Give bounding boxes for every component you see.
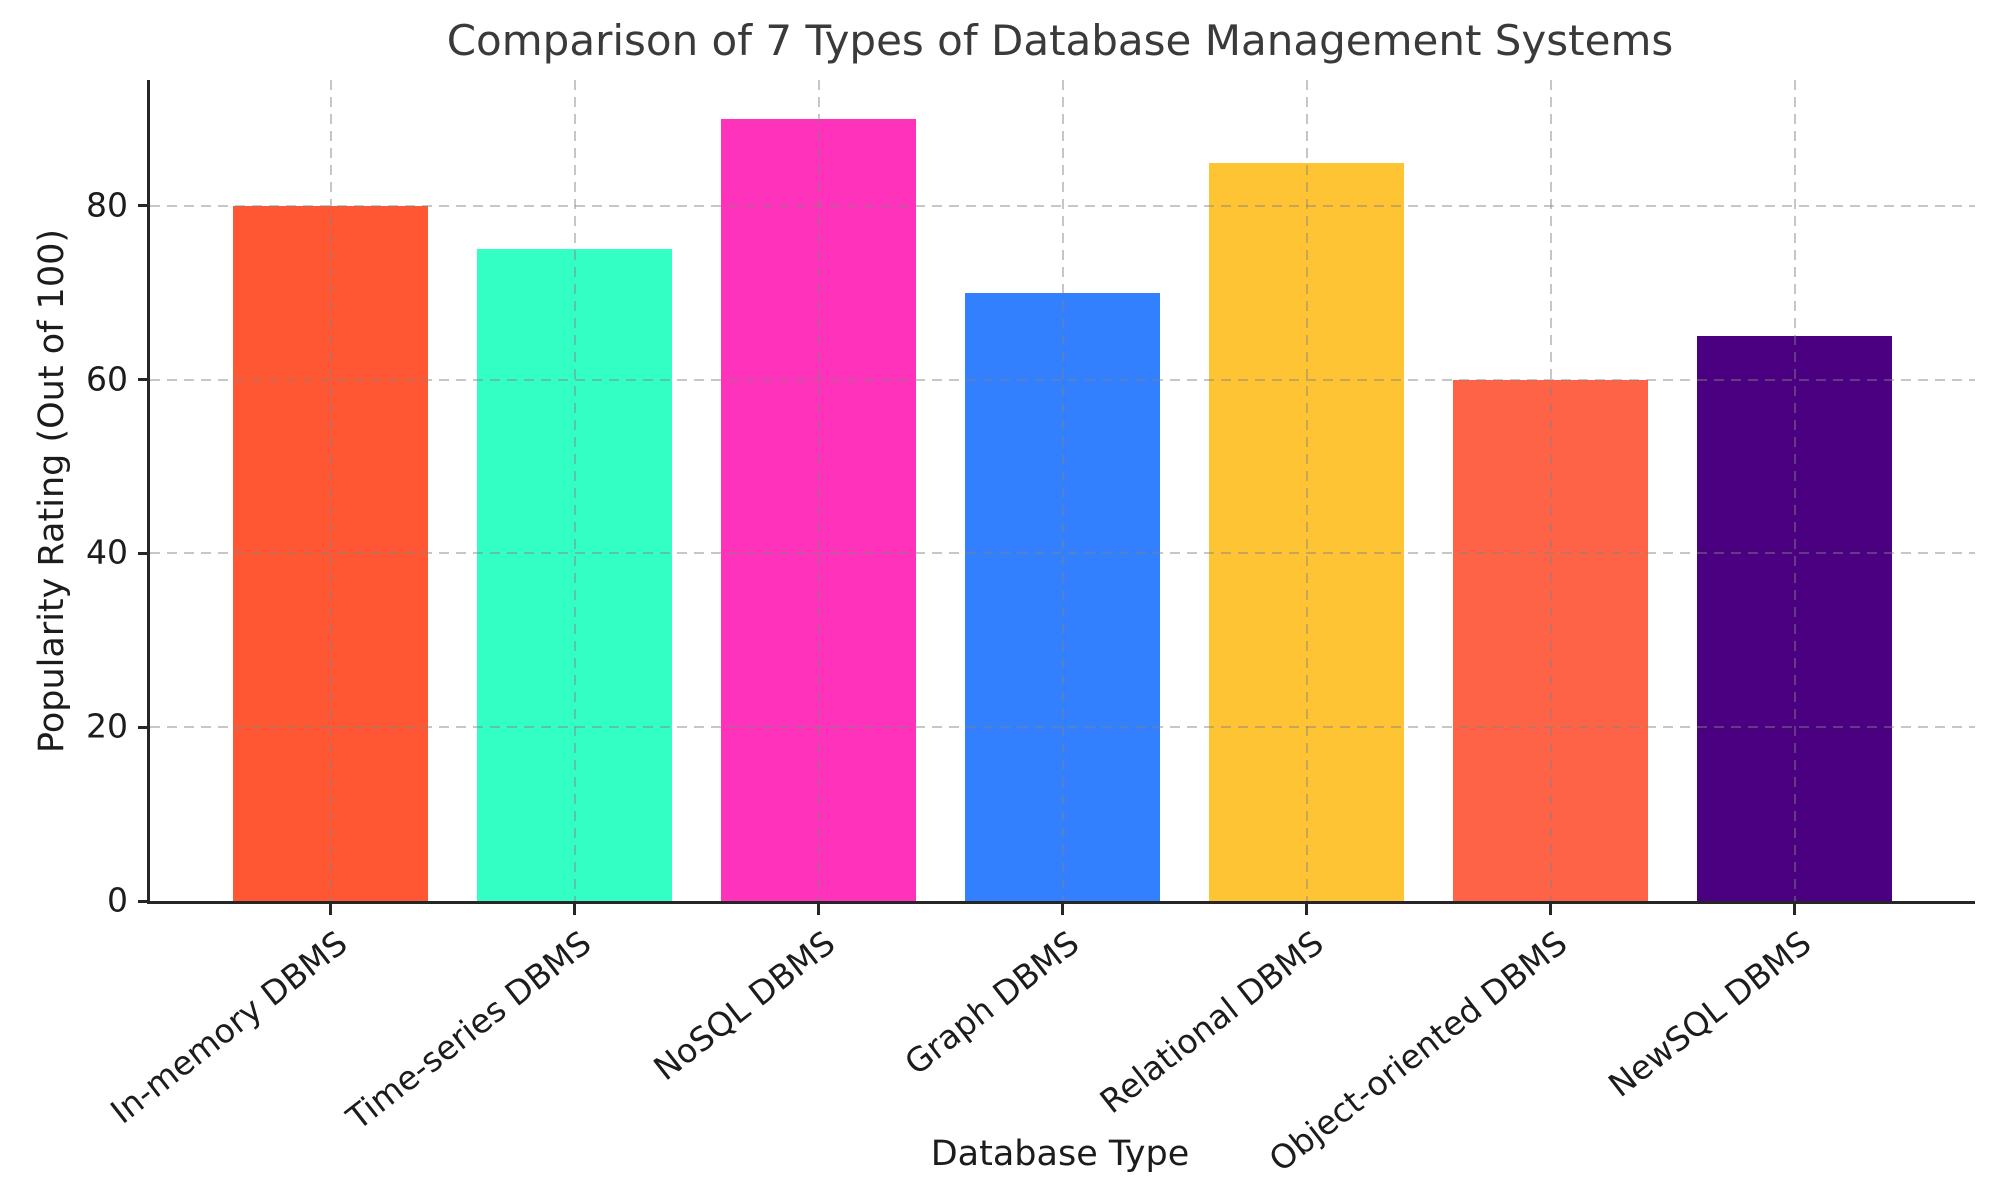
gridline-vertical — [1549, 80, 1552, 901]
x-tick-mark — [329, 904, 333, 915]
x-tick-mark — [1793, 904, 1797, 915]
gridline-vertical — [1305, 80, 1308, 901]
bar — [1696, 336, 1893, 901]
bar — [720, 119, 917, 901]
x-tick-mark — [1549, 904, 1553, 915]
y-tick-mark — [138, 378, 147, 382]
chart-title: Comparison of 7 Types of Database Manage… — [446, 16, 1674, 65]
gridline-vertical — [817, 80, 820, 901]
x-tick-mark — [1061, 904, 1065, 915]
y-tick-mark — [138, 551, 147, 555]
y-tick-mark — [138, 204, 147, 208]
gridline-horizontal — [150, 726, 1975, 729]
gridline-vertical — [329, 80, 332, 901]
plot-area: 0 20 40 60 80 In-memory DBMS Time-series DBMS N… — [86, 80, 1975, 1179]
x-tick-label: NoSQL DBMS — [646, 923, 843, 1089]
x-axis-label: Database Type — [930, 1134, 1190, 1174]
y-tick-label: 0 — [107, 880, 128, 920]
bar — [1452, 379, 1649, 901]
x-tick-mark — [1305, 904, 1309, 915]
x-tick-label: NewSQL DBMS — [1601, 923, 1819, 1105]
x-tick-label: In-memory DBMS — [103, 923, 355, 1132]
x-tick-mark — [573, 904, 577, 915]
bar — [964, 292, 1161, 901]
x-tick-mark — [817, 904, 821, 915]
gridline-horizontal — [150, 204, 1975, 207]
gridline-horizontal — [150, 378, 1975, 381]
gridline-vertical — [573, 80, 576, 901]
gridline-horizontal — [150, 552, 1975, 555]
y-tick-label: 60 — [86, 359, 128, 399]
gridline-vertical — [1061, 80, 1064, 901]
y-tick-label: 80 — [86, 185, 128, 225]
y-tick-mark — [138, 725, 147, 729]
y-tick-label: 20 — [86, 706, 128, 746]
x-tick-label: Time-series DBMS — [339, 923, 599, 1138]
y-tick-label: 40 — [86, 533, 128, 573]
bar — [476, 249, 673, 901]
bar — [1208, 162, 1405, 901]
y-axis-label: Popularity Rating (Out of 100) — [32, 228, 72, 754]
x-tick-label: Graph DBMS — [897, 923, 1087, 1083]
y-tick-mark — [138, 899, 147, 903]
x-tick-label: Relational DBMS — [1092, 923, 1331, 1122]
gridline-vertical — [1793, 80, 1796, 901]
bar — [232, 205, 429, 901]
